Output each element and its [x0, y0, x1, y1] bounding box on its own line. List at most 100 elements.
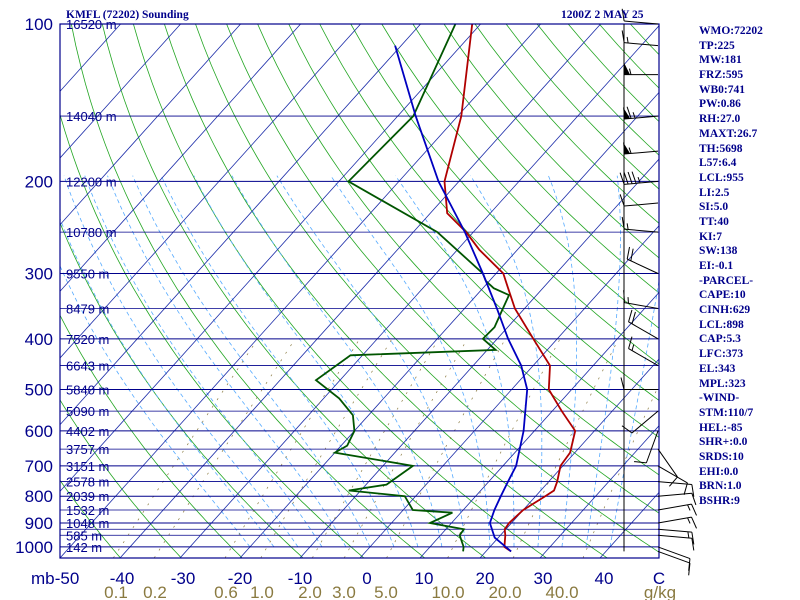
- moist-adiabat: [231, 175, 443, 548]
- height-label: 142 m: [66, 540, 102, 555]
- temperature-trace: [443, 24, 577, 553]
- stat-line: CAPE:10: [699, 289, 746, 302]
- dry-adiabat: [60, 399, 182, 558]
- moist-adiabat: [276, 175, 467, 547]
- isotherm: [60, 24, 541, 558]
- isotherm: [179, 25, 659, 558]
- wind-barb: [657, 465, 688, 495]
- stat-line: EL:343: [699, 362, 736, 375]
- isotherm: [60, 24, 301, 292]
- isotherm: [60, 24, 481, 492]
- stat-line: MAXT:26.7: [699, 127, 758, 140]
- wind-barb: [657, 481, 695, 497]
- mixing-ratio-line: [153, 338, 296, 558]
- wind-barb: [657, 528, 695, 545]
- mixing-ratio-line: [582, 384, 659, 558]
- wind-barb: [620, 377, 658, 391]
- pressure-tick-label: 200: [25, 172, 53, 191]
- dry-adiabat: [319, 24, 659, 401]
- mixing-ratio-line: [260, 338, 393, 558]
- height-label: 9550 m: [66, 266, 109, 281]
- dry-adiabat: [101, 24, 486, 558]
- station-title: KMFL (72202) Sounding: [66, 9, 189, 21]
- stat-line: SHR+:0.0: [699, 436, 748, 449]
- height-label: 14040 m: [66, 109, 117, 124]
- pressure-tick-label: 400: [25, 330, 53, 349]
- mixing-ratio-line: [447, 338, 561, 558]
- stat-line: EI:-0.1: [699, 260, 734, 272]
- dry-adiabat: [226, 24, 659, 514]
- wind-barb: [623, 106, 659, 120]
- moist-adiabat: [107, 175, 347, 548]
- height-label: 3757 m: [66, 442, 109, 457]
- stat-line: TT:40: [699, 215, 729, 228]
- temperature-tick-label: -50: [55, 569, 80, 588]
- temperature-tick-label: 30: [534, 569, 553, 588]
- wind-barb: [619, 194, 659, 207]
- dry-adiabat: [381, 24, 659, 329]
- stat-line: WB0:741: [699, 83, 745, 96]
- diagram-grid: [0, 24, 659, 558]
- stat-line: -PARCEL-: [699, 274, 754, 287]
- stat-line: STM:110/7: [699, 406, 754, 419]
- isotherm: [299, 158, 659, 558]
- stat-line: MW:181: [699, 54, 742, 67]
- stat-line: PW:0.86: [699, 98, 741, 111]
- stat-line: CINH:629: [699, 304, 751, 317]
- isotherm: [0, 24, 1, 558]
- pressure-tick-label: 700: [25, 457, 53, 476]
- stat-line: L57:6.4: [699, 157, 737, 170]
- pressure-unit-label: mb: [31, 569, 55, 588]
- dry-adiabat: [60, 479, 121, 558]
- moist-adiabat: [330, 175, 491, 547]
- moist-adiabat: [132, 175, 371, 548]
- dry-adiabat: [443, 24, 659, 259]
- wind-barb: [619, 171, 659, 185]
- stat-line: LFC:373: [699, 348, 744, 361]
- isotherm: [60, 24, 361, 359]
- temperature-tick-label: -40: [110, 569, 135, 588]
- mixing-ratio-line: [386, 338, 506, 558]
- wind-barb: [628, 336, 659, 367]
- stat-line: RH:27.0: [699, 113, 741, 126]
- mixing-ratio-line: [113, 338, 259, 558]
- mixing-ratio-label: 2.0: [298, 583, 322, 600]
- mixing-ratio-label: 1.0: [250, 583, 274, 600]
- height-label: 7520 m: [66, 332, 109, 347]
- stat-line: LCL:955: [699, 171, 744, 184]
- wind-barb: [657, 546, 691, 571]
- mixing-ratio-label: 0.1: [104, 583, 128, 600]
- stat-line: CAP:5.3: [699, 333, 741, 346]
- height-label: 2578 m: [66, 475, 109, 490]
- isotherm: [539, 425, 659, 558]
- wind-barb: [621, 410, 659, 434]
- dry-adiabat: [288, 24, 659, 438]
- wind-barb: [623, 142, 659, 155]
- isotherm: [60, 24, 61, 26]
- moist-adiabat: [160, 175, 395, 548]
- wind-barb: [624, 62, 658, 76]
- isotherm: [419, 291, 659, 558]
- mixing-ratio-label: 10.0: [431, 583, 464, 600]
- moist-adiabat: [470, 175, 543, 547]
- temperature-tick-label: 10: [415, 569, 434, 588]
- moist-adiabat: [193, 175, 419, 548]
- stat-line: BRN:1.0: [699, 480, 742, 493]
- parcel-trace: [394, 45, 529, 553]
- mixing-ratio-label: 5.0: [374, 583, 398, 600]
- height-label: 6643 m: [66, 359, 109, 374]
- stat-line: SRDS:10: [699, 450, 744, 463]
- pressure-tick-label: 500: [25, 381, 53, 400]
- height-label: 2039 m: [66, 489, 109, 504]
- stat-line: LI:2.5: [699, 186, 730, 199]
- mixing-ratio-label: 40.0: [545, 583, 578, 600]
- stat-line: TH:5698: [699, 142, 743, 155]
- height-label: 4402 m: [66, 424, 109, 439]
- wind-barb: [657, 448, 678, 487]
- temperature-tick-label: 20: [476, 569, 495, 588]
- mixing-ratio-label: g/kg: [644, 583, 676, 600]
- pressure-tick-label: 300: [25, 264, 53, 283]
- pressure-tick-label: 800: [25, 487, 53, 506]
- temperature-tick-label: C: [653, 569, 665, 588]
- isotherm: [60, 24, 421, 426]
